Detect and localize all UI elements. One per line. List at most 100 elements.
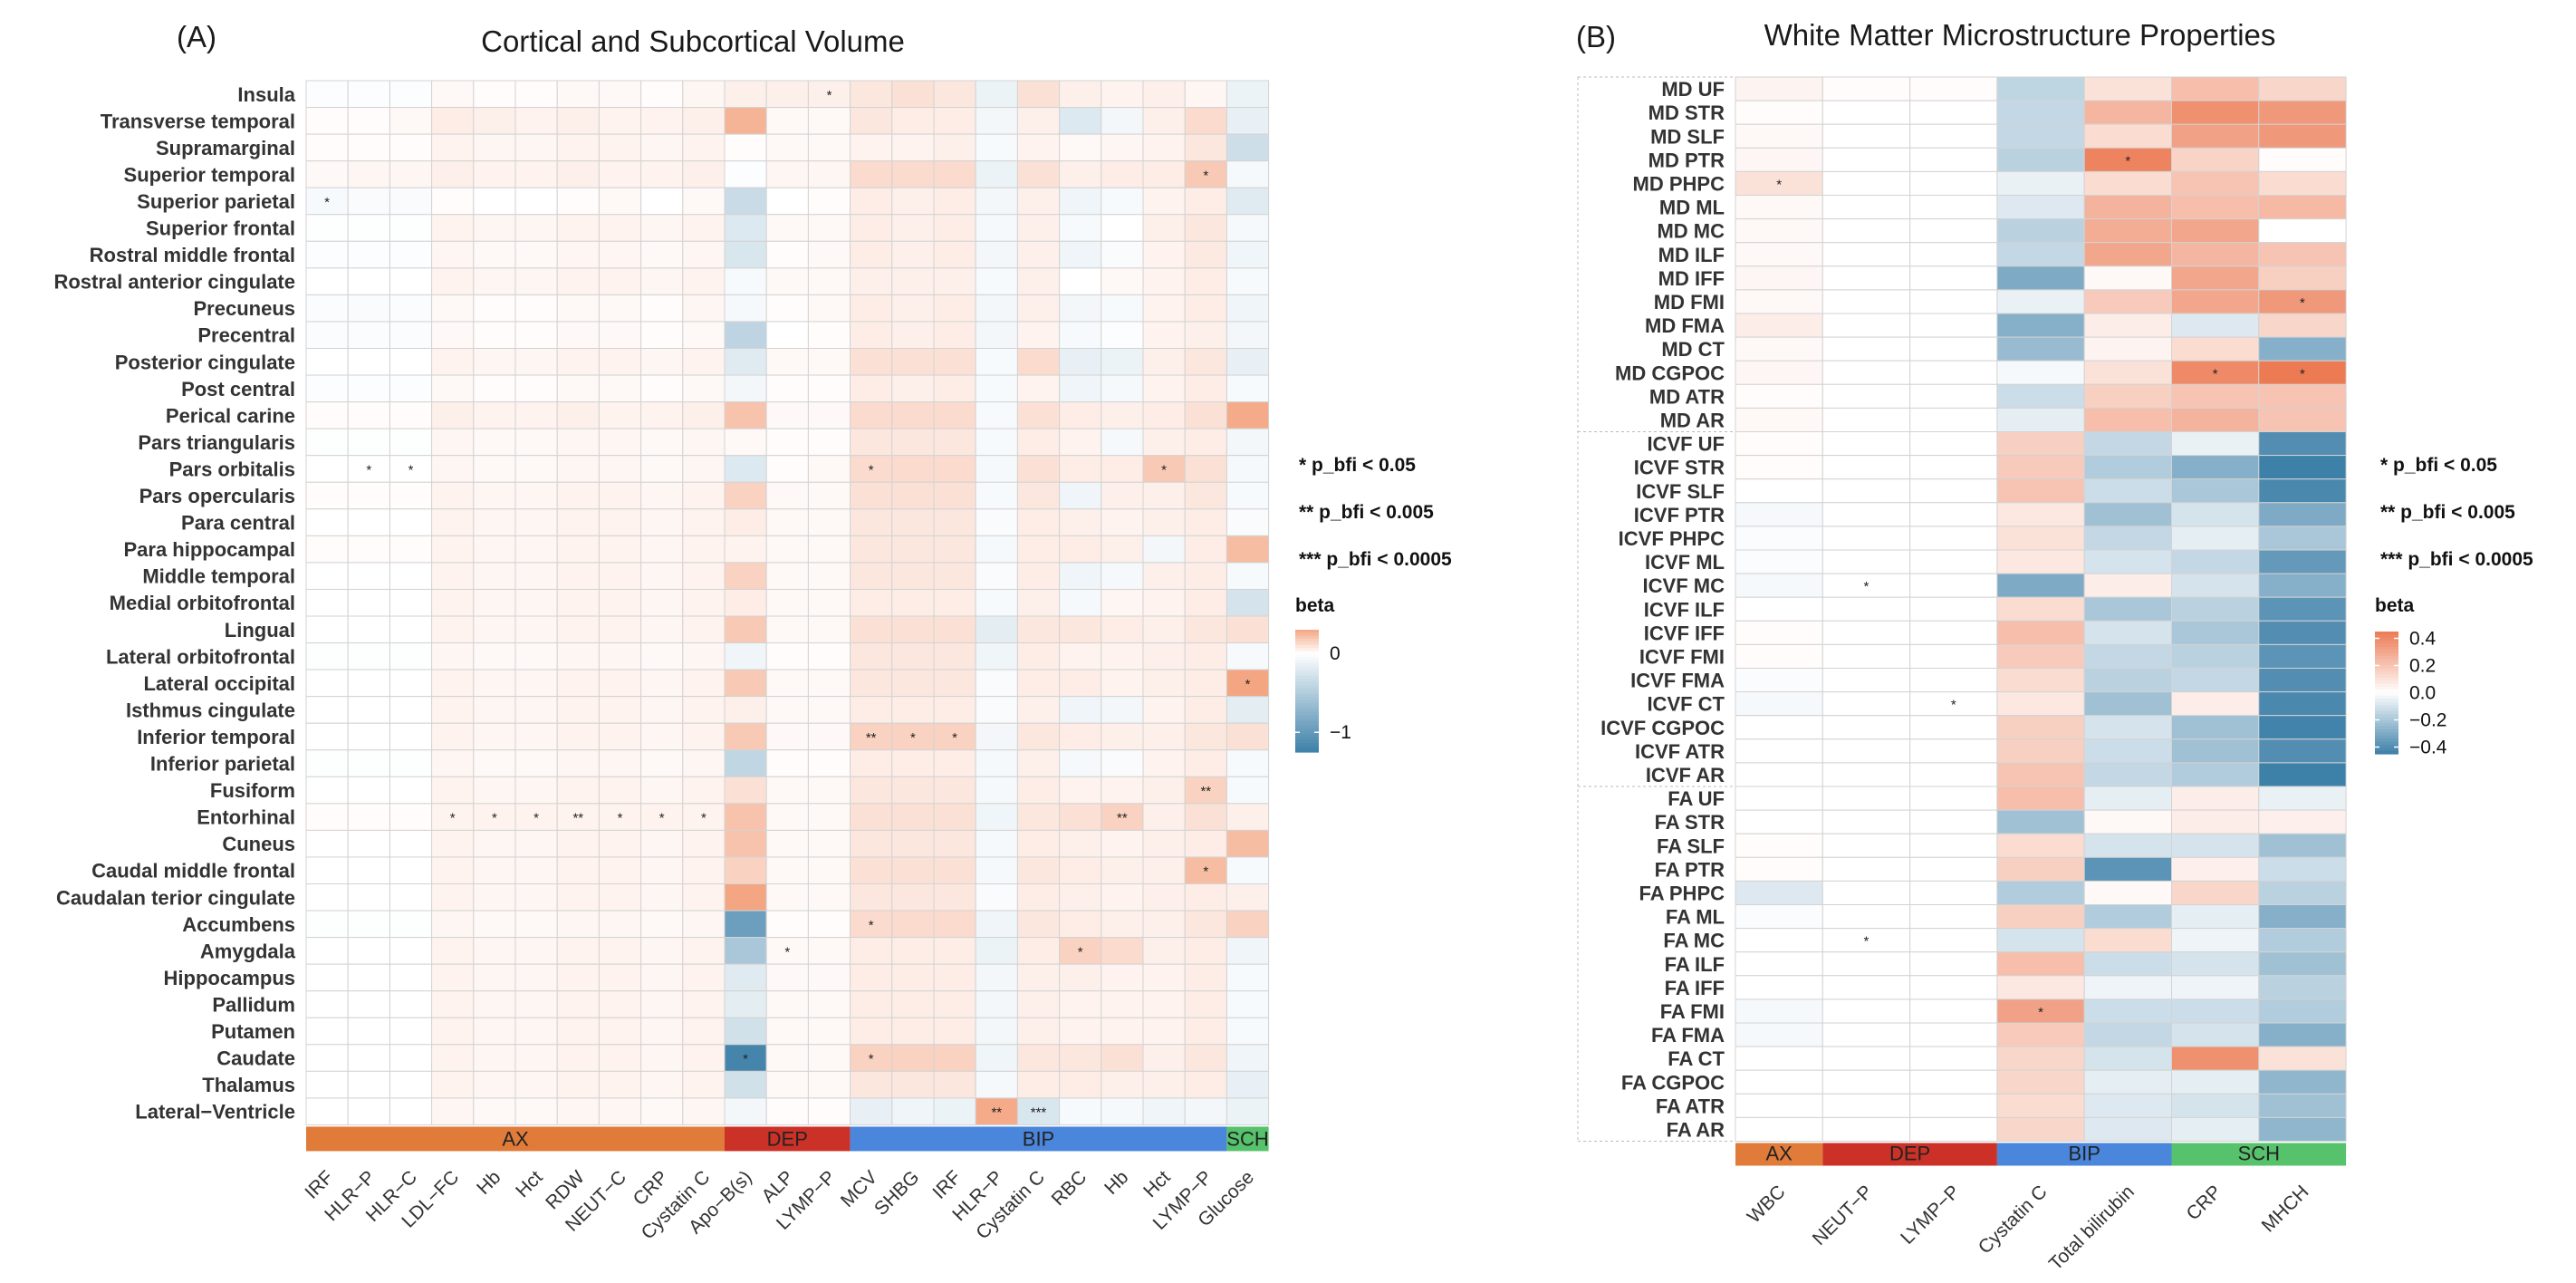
heatmap-cell xyxy=(1184,856,1227,885)
heatmap-cell xyxy=(389,910,433,939)
heatmap-cell xyxy=(556,240,600,269)
heatmap-cell xyxy=(305,1070,349,1099)
heatmap-cell xyxy=(473,401,516,429)
heatmap-cell xyxy=(1059,829,1102,858)
heatmap-cell xyxy=(807,535,851,564)
heatmap-cell xyxy=(389,428,433,457)
heatmap-cell xyxy=(556,883,600,912)
heatmap-cell xyxy=(682,588,726,617)
row-label: MD SLF xyxy=(1650,125,1725,148)
row-label: ICVF CT xyxy=(1647,693,1725,716)
significance-marker: * xyxy=(1161,462,1167,478)
heatmap-cell xyxy=(724,267,767,295)
heatmap-cell xyxy=(1016,374,1061,403)
heatmap-cell xyxy=(891,990,935,1018)
heatmap-cell xyxy=(1909,195,1998,220)
heatmap-cell xyxy=(975,240,1018,269)
heatmap-cell xyxy=(2171,455,2260,480)
column-label: Cystatin C xyxy=(1975,1182,2052,1259)
heatmap-cell xyxy=(1996,407,2085,432)
heatmap-cell xyxy=(2171,218,2260,244)
heatmap-cell xyxy=(514,963,558,992)
heatmap-cell xyxy=(1226,107,1270,135)
group-band xyxy=(1226,1126,1269,1152)
heatmap-cell xyxy=(347,80,390,109)
heatmap-cell xyxy=(305,937,349,965)
significance-marker: * xyxy=(1864,934,1870,950)
heatmap-cell xyxy=(891,856,935,885)
heatmap-cell xyxy=(1996,289,2085,314)
row-label: Amygdala xyxy=(200,940,296,962)
heatmap-cell xyxy=(640,428,684,457)
heatmap-cell xyxy=(473,642,516,670)
heatmap-cell xyxy=(1226,990,1270,1018)
heatmap-cell xyxy=(347,776,390,805)
heatmap-cell xyxy=(1226,455,1270,483)
heatmap-cell xyxy=(1226,1044,1270,1072)
heatmap-cell xyxy=(389,160,433,188)
heatmap-cell xyxy=(389,803,433,831)
heatmap-cell xyxy=(556,990,600,1018)
row-label: Para central xyxy=(181,512,295,535)
heatmap-cell xyxy=(1059,401,1102,429)
group-band xyxy=(725,1126,851,1152)
heatmap-cell xyxy=(431,883,475,912)
heatmap-cell xyxy=(975,455,1018,483)
heatmap-cell xyxy=(1184,669,1227,698)
heatmap-cell xyxy=(514,428,558,457)
legend-tick-label: 0.0 xyxy=(2409,683,2436,704)
heatmap-cell xyxy=(2171,265,2260,291)
heatmap-cell xyxy=(2258,809,2347,834)
heatmap-cell xyxy=(975,374,1018,403)
heatmap-cell xyxy=(598,240,642,269)
heatmap-cell xyxy=(556,374,600,403)
heatmap-cell xyxy=(2083,313,2172,338)
heatmap-cell xyxy=(807,937,851,965)
heatmap-cell xyxy=(1909,715,1998,740)
heatmap-cell xyxy=(2083,1069,2172,1095)
heatmap-cell xyxy=(682,401,726,429)
heatmap-cell xyxy=(975,937,1018,965)
heatmap-cell xyxy=(305,455,349,483)
legend-swatch xyxy=(1295,654,1319,658)
heatmap-cell xyxy=(975,990,1018,1018)
heatmap-cell xyxy=(765,240,809,269)
heatmap-cell xyxy=(1821,242,1911,267)
heatmap-cell xyxy=(1226,348,1270,376)
heatmap-cell xyxy=(975,669,1018,698)
heatmap-cell xyxy=(347,267,390,295)
legend-swatch xyxy=(1295,712,1319,717)
heatmap-cell xyxy=(2083,975,2172,1000)
heatmap-cell xyxy=(640,1070,684,1099)
heatmap-cell xyxy=(1909,998,1998,1024)
heatmap-cell xyxy=(640,321,684,350)
heatmap-cell xyxy=(598,963,642,992)
heatmap-cell xyxy=(1142,187,1186,216)
heatmap-cell xyxy=(1101,374,1144,403)
heatmap-cell xyxy=(305,963,349,992)
heatmap-cell xyxy=(640,829,684,858)
heatmap-cell xyxy=(1996,100,2085,125)
heatmap-cell xyxy=(2258,383,2347,409)
significance-marker: * xyxy=(1078,944,1083,960)
heatmap-cell xyxy=(305,321,349,350)
heatmap-cell xyxy=(305,214,349,242)
heatmap-cell xyxy=(514,1070,558,1099)
row-label: FA SLF xyxy=(1657,834,1725,857)
heatmap-cell xyxy=(1059,803,1102,831)
heatmap-cell xyxy=(514,562,558,590)
heatmap-cell xyxy=(514,910,558,939)
heatmap-cell xyxy=(514,267,558,295)
row-label: FA AR xyxy=(1667,1118,1725,1141)
heatmap-cell xyxy=(850,910,893,939)
heatmap-cell xyxy=(2171,715,2260,740)
heatmap-cell xyxy=(850,481,893,510)
heatmap-cell xyxy=(1735,526,1823,551)
row-label: Pars orbitalis xyxy=(169,458,295,480)
heatmap-cell xyxy=(850,160,893,188)
heatmap-cell xyxy=(1909,880,1998,906)
heatmap-cell xyxy=(850,267,893,295)
heatmap-cell xyxy=(682,910,726,939)
heatmap-cell xyxy=(1735,738,1823,764)
heatmap-cell xyxy=(1996,1022,2085,1047)
